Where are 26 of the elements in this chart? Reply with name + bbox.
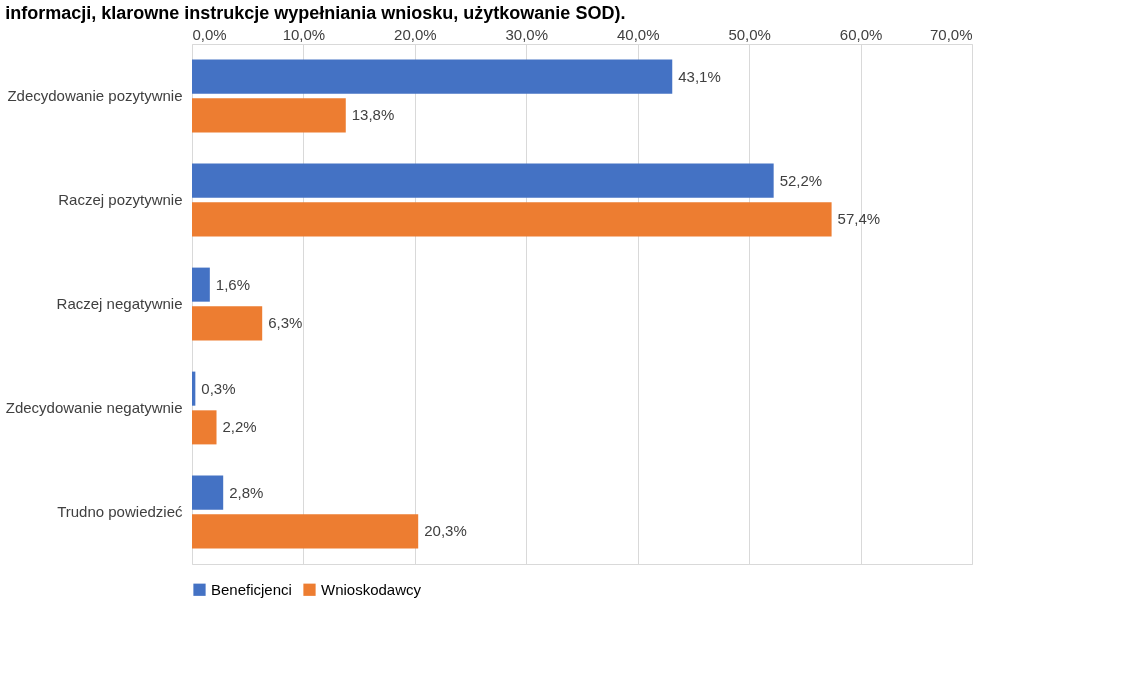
data-label: 52,2% [779, 171, 823, 189]
data-label: 57,4% [837, 210, 881, 228]
data-label: 43,1% [678, 67, 721, 85]
y-tick-label: Raczej negatywnie [56, 295, 183, 312]
data-label: 1,6% [215, 275, 251, 293]
legend-label: Beneficjenci [211, 580, 292, 598]
y-tick-label: Zdecydowanie pozytywnie [7, 87, 183, 104]
data-label: 6,3% [268, 314, 303, 332]
data-label: 2,8% [229, 483, 264, 501]
x-tick-label: 20,0% [394, 25, 437, 43]
data-label: 20,3% [424, 522, 467, 540]
chart-title: informacji, klarowne instrukcje wypełniania wniosku, użytkowanie SOD). [5, 3, 626, 23]
x-tick-label: 60,0% [839, 25, 883, 43]
x-tick-label: 30,0% [505, 25, 549, 43]
data-label: 2,2% [222, 418, 257, 436]
x-tick-label: 50,0% [728, 25, 771, 43]
y-tick-label: Raczej pozytywnie [58, 191, 183, 208]
x-tick-label: 70,0% [929, 25, 973, 43]
x-tick-label: 10,0% [282, 25, 326, 43]
y-tick-label: Trudno powiedzieć [57, 503, 183, 520]
x-tick-label: 40,0% [616, 25, 660, 43]
data-label: 0,3% [201, 379, 236, 397]
x-tick-label: 0,0% [192, 25, 227, 43]
data-label: 13,8% [351, 106, 395, 124]
legend-label: Wnioskodawcy [321, 580, 422, 598]
y-tick-label: Zdecydowanie negatywnie [5, 399, 183, 416]
